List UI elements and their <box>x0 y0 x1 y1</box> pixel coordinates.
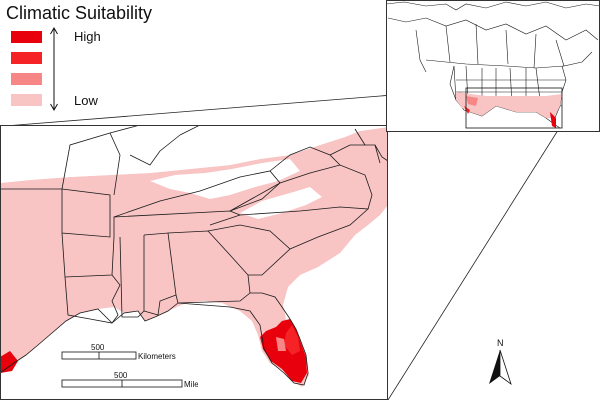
high-suitability-texas <box>0 351 18 373</box>
legend-double-arrow-icon <box>50 27 58 111</box>
legend-swatch-very-high <box>11 31 42 43</box>
legend-low-label: Low <box>74 93 98 108</box>
scale-km-value: 500 <box>91 343 105 352</box>
scale-mi-unit: Miles <box>184 380 198 389</box>
north-arrow-label: N <box>497 338 504 348</box>
inset-map-north-america <box>386 0 600 132</box>
legend-title: Climatic Suitability <box>6 3 153 23</box>
low-suitability-region <box>0 127 388 387</box>
scale-bars: 500 Kilometers 500 Miles <box>61 343 198 389</box>
legend-high-label: High <box>74 29 101 44</box>
legend-swatch-medium <box>11 73 42 85</box>
legend-swatch-high <box>11 52 42 64</box>
north-arrow-icon: N <box>489 338 512 386</box>
scale-mi-value: 500 <box>114 371 128 380</box>
scale-km-unit: Kilometers <box>138 352 176 361</box>
legend-swatch-low <box>11 94 42 106</box>
state-boundaries <box>0 125 388 386</box>
